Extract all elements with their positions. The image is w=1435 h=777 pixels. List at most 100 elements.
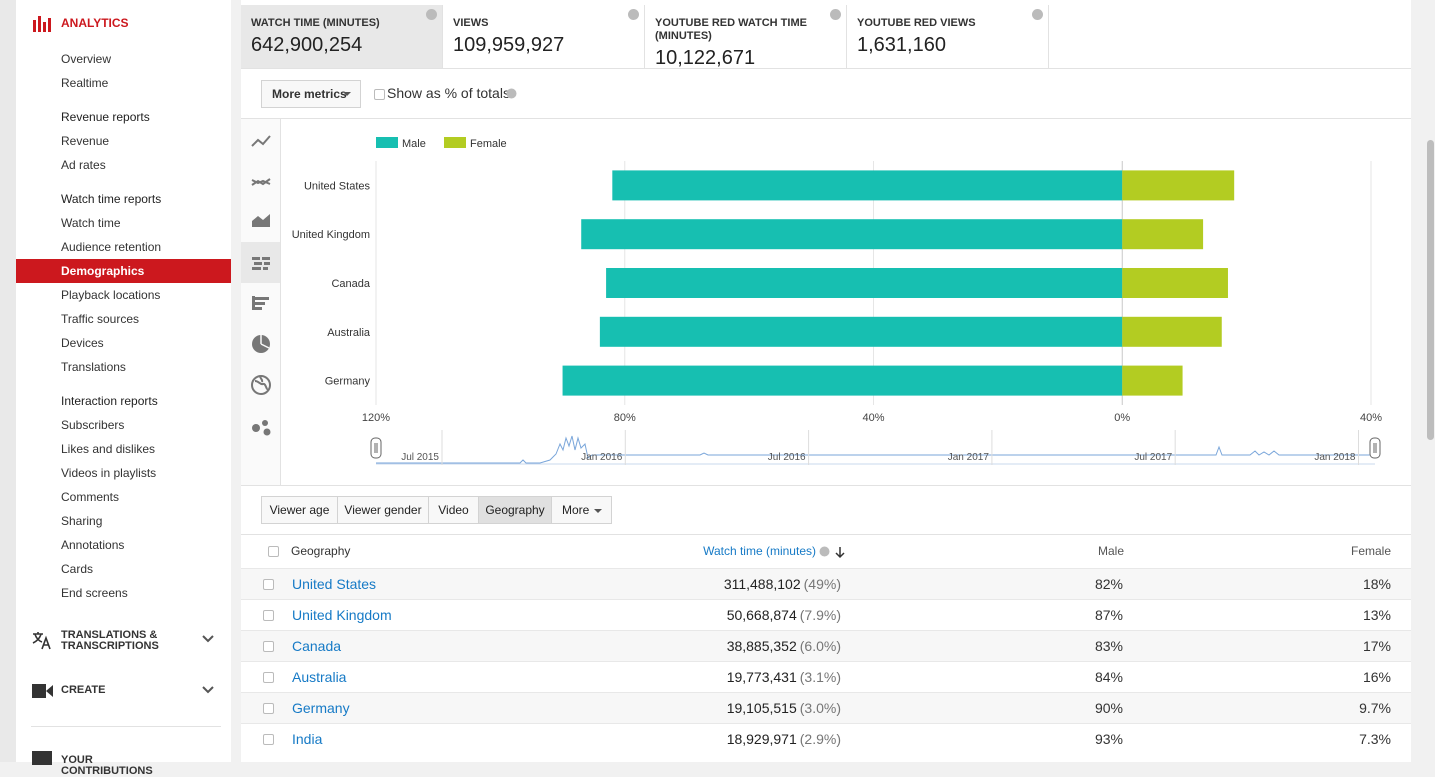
male-share: 90% — [1094, 700, 1123, 716]
menu-item[interactable]: YOUR CONTRIBUTIONS — [61, 754, 153, 777]
nav-item[interactable]: Audience retention — [61, 240, 162, 254]
watch-share: (49%) — [803, 576, 841, 592]
tab-label: Geography — [485, 503, 545, 517]
scroll-thumb[interactable] — [1427, 140, 1434, 440]
checkbox[interactable] — [263, 579, 274, 590]
scrollbar[interactable] — [1426, 0, 1435, 762]
help-icon[interactable] — [426, 9, 437, 20]
chevron[interactable] — [202, 635, 214, 643]
y-tick-label: United States — [304, 180, 371, 192]
bar — [1122, 316, 1222, 347]
nav-item[interactable]: Subscribers — [61, 418, 125, 432]
watch-time-cell: 18,929,971 (2.9%) — [727, 724, 841, 755]
table-row[interactable]: Canada 38,885,352 (6.0%) 83% 17% — [241, 630, 1411, 661]
nav-item[interactable]: Playback locations — [61, 288, 161, 302]
tab-button[interactable]: Geography — [478, 496, 552, 524]
help-icon[interactable] — [628, 9, 639, 20]
help-icon[interactable] — [506, 88, 517, 99]
tab-label: Viewer age — [269, 503, 330, 517]
tab-button[interactable]: Video — [428, 496, 479, 524]
table-row[interactable]: United States 311,488,102 (49%) 82% 18% — [241, 568, 1411, 599]
x-tick-label: 40% — [862, 412, 884, 424]
watch-time-cell: 19,105,515 (3.0%) — [727, 693, 841, 724]
nav-item[interactable]: Ad rates — [61, 158, 106, 172]
nav-item[interactable]: Realtime — [61, 76, 109, 90]
checkbox-label[interactable]: Show as % of totals — [387, 85, 510, 101]
x-tick-label: 40% — [1360, 412, 1382, 424]
nav-item[interactable]: Traffic sources — [61, 312, 140, 326]
nav-item[interactable]: Watch time — [61, 216, 121, 230]
checkbox[interactable] — [263, 703, 274, 714]
tab-button[interactable]: Viewer gender — [337, 496, 429, 524]
checkbox[interactable] — [263, 734, 274, 745]
country-link[interactable]: United Kingdom — [292, 607, 392, 623]
sidebar-title[interactable]: ANALYTICS — [61, 16, 129, 30]
nav-heading[interactable]: Interaction reports — [61, 394, 158, 408]
timeline-label: Jan 2017 — [948, 452, 990, 463]
metric-label: YOUTUBE RED VIEWS — [857, 17, 976, 29]
legend-swatch — [444, 137, 466, 148]
nav-item[interactable]: Demographics — [61, 264, 145, 278]
nav-item[interactable]: End screens — [61, 586, 128, 600]
country-link[interactable]: Australia — [292, 669, 347, 685]
timeline[interactable]: Jul 2015 Jan 2016 Jul 2016 Jan 2017 Jul 2017… — [370, 430, 1381, 465]
column-header[interactable]: Female — [1350, 544, 1391, 558]
tab-button[interactable]: Viewer age — [261, 496, 338, 524]
range-handle[interactable] — [370, 437, 382, 459]
metric-label: WATCH TIME (MINUTES) — [251, 17, 380, 29]
nav-item[interactable]: Cards — [61, 562, 94, 576]
male-share: 84% — [1094, 669, 1123, 685]
sort-icons[interactable] — [819, 546, 847, 559]
nav-item[interactable]: Comments — [61, 490, 120, 504]
checkbox[interactable] — [374, 89, 385, 100]
nav-heading[interactable]: Revenue reports — [61, 110, 150, 124]
nav-item[interactable]: Devices — [61, 336, 104, 350]
nav-item[interactable]: Revenue — [61, 134, 110, 148]
table-row[interactable]: Australia 19,773,431 (3.1%) 84% 16% — [241, 661, 1411, 692]
checkbox[interactable] — [263, 672, 274, 683]
female-share: 18% — [1362, 576, 1391, 592]
divider — [241, 118, 1411, 119]
table-row[interactable]: Germany 19,105,515 (3.0%) 90% 9.7% — [241, 692, 1411, 723]
country-link[interactable]: United States — [292, 576, 377, 592]
nav-item[interactable]: Translations — [61, 360, 126, 374]
chart-type-icons[interactable] — [241, 119, 281, 449]
metric-label: VIEWS — [453, 17, 489, 29]
table-row[interactable]: United Kingdom 50,668,874 (7.9%) 87% 13% — [241, 599, 1411, 630]
table-row[interactable]: India 18,929,971 (2.9%) 93% 7.3% — [241, 723, 1411, 754]
watch-time: 311,488,102 — [723, 576, 801, 592]
chevron[interactable] — [202, 686, 214, 694]
y-tick-label: United Kingdom — [292, 229, 370, 241]
checkbox[interactable] — [263, 641, 274, 652]
menu-item[interactable]: CREATE — [61, 684, 106, 696]
female-share: 16% — [1362, 669, 1391, 685]
checkbox[interactable] — [268, 546, 279, 557]
more-metrics-button[interactable]: More metrics — [261, 80, 361, 108]
country-link[interactable]: India — [292, 731, 323, 747]
country-link[interactable]: Germany — [292, 700, 350, 716]
metric-card[interactable]: VIEWS 109,959,927 — [443, 5, 645, 69]
y-tick-label: Germany — [325, 376, 371, 388]
metric-card[interactable]: WATCH TIME (MINUTES) 642,900,254 — [241, 5, 443, 69]
metric-value: 1,631,160 — [857, 34, 946, 56]
help-icon[interactable] — [830, 9, 841, 20]
help-icon[interactable] — [1032, 9, 1043, 20]
tab-button[interactable]: More — [551, 496, 612, 524]
checkbox[interactable] — [263, 610, 274, 621]
range-handle[interactable] — [1369, 437, 1381, 459]
nav-item[interactable]: Annotations — [61, 538, 125, 552]
metric-card[interactable]: YOUTUBE RED WATCH TIME (MINUTES) 10,122,6… — [645, 5, 847, 69]
nav-heading[interactable]: Watch time reports — [61, 192, 162, 206]
country-link[interactable]: Canada — [292, 638, 342, 654]
bar — [1122, 219, 1204, 250]
menu-item[interactable]: TRANSLATIONS & TRANSCRIPTIONS — [61, 629, 159, 652]
metric-card[interactable]: YOUTUBE RED VIEWS 1,631,160 — [847, 5, 1049, 69]
nav-item[interactable]: Videos in playlists — [61, 466, 157, 480]
column-header[interactable]: Watch time (minutes) — [703, 544, 816, 558]
nav-item[interactable]: Likes and dislikes — [61, 442, 156, 456]
nav-item[interactable]: Overview — [61, 52, 112, 66]
column-header[interactable]: Male — [1097, 544, 1124, 558]
female-share: 9.7% — [1359, 700, 1391, 716]
nav-item[interactable]: Sharing — [61, 514, 103, 528]
column-header[interactable]: Geography — [291, 544, 351, 558]
